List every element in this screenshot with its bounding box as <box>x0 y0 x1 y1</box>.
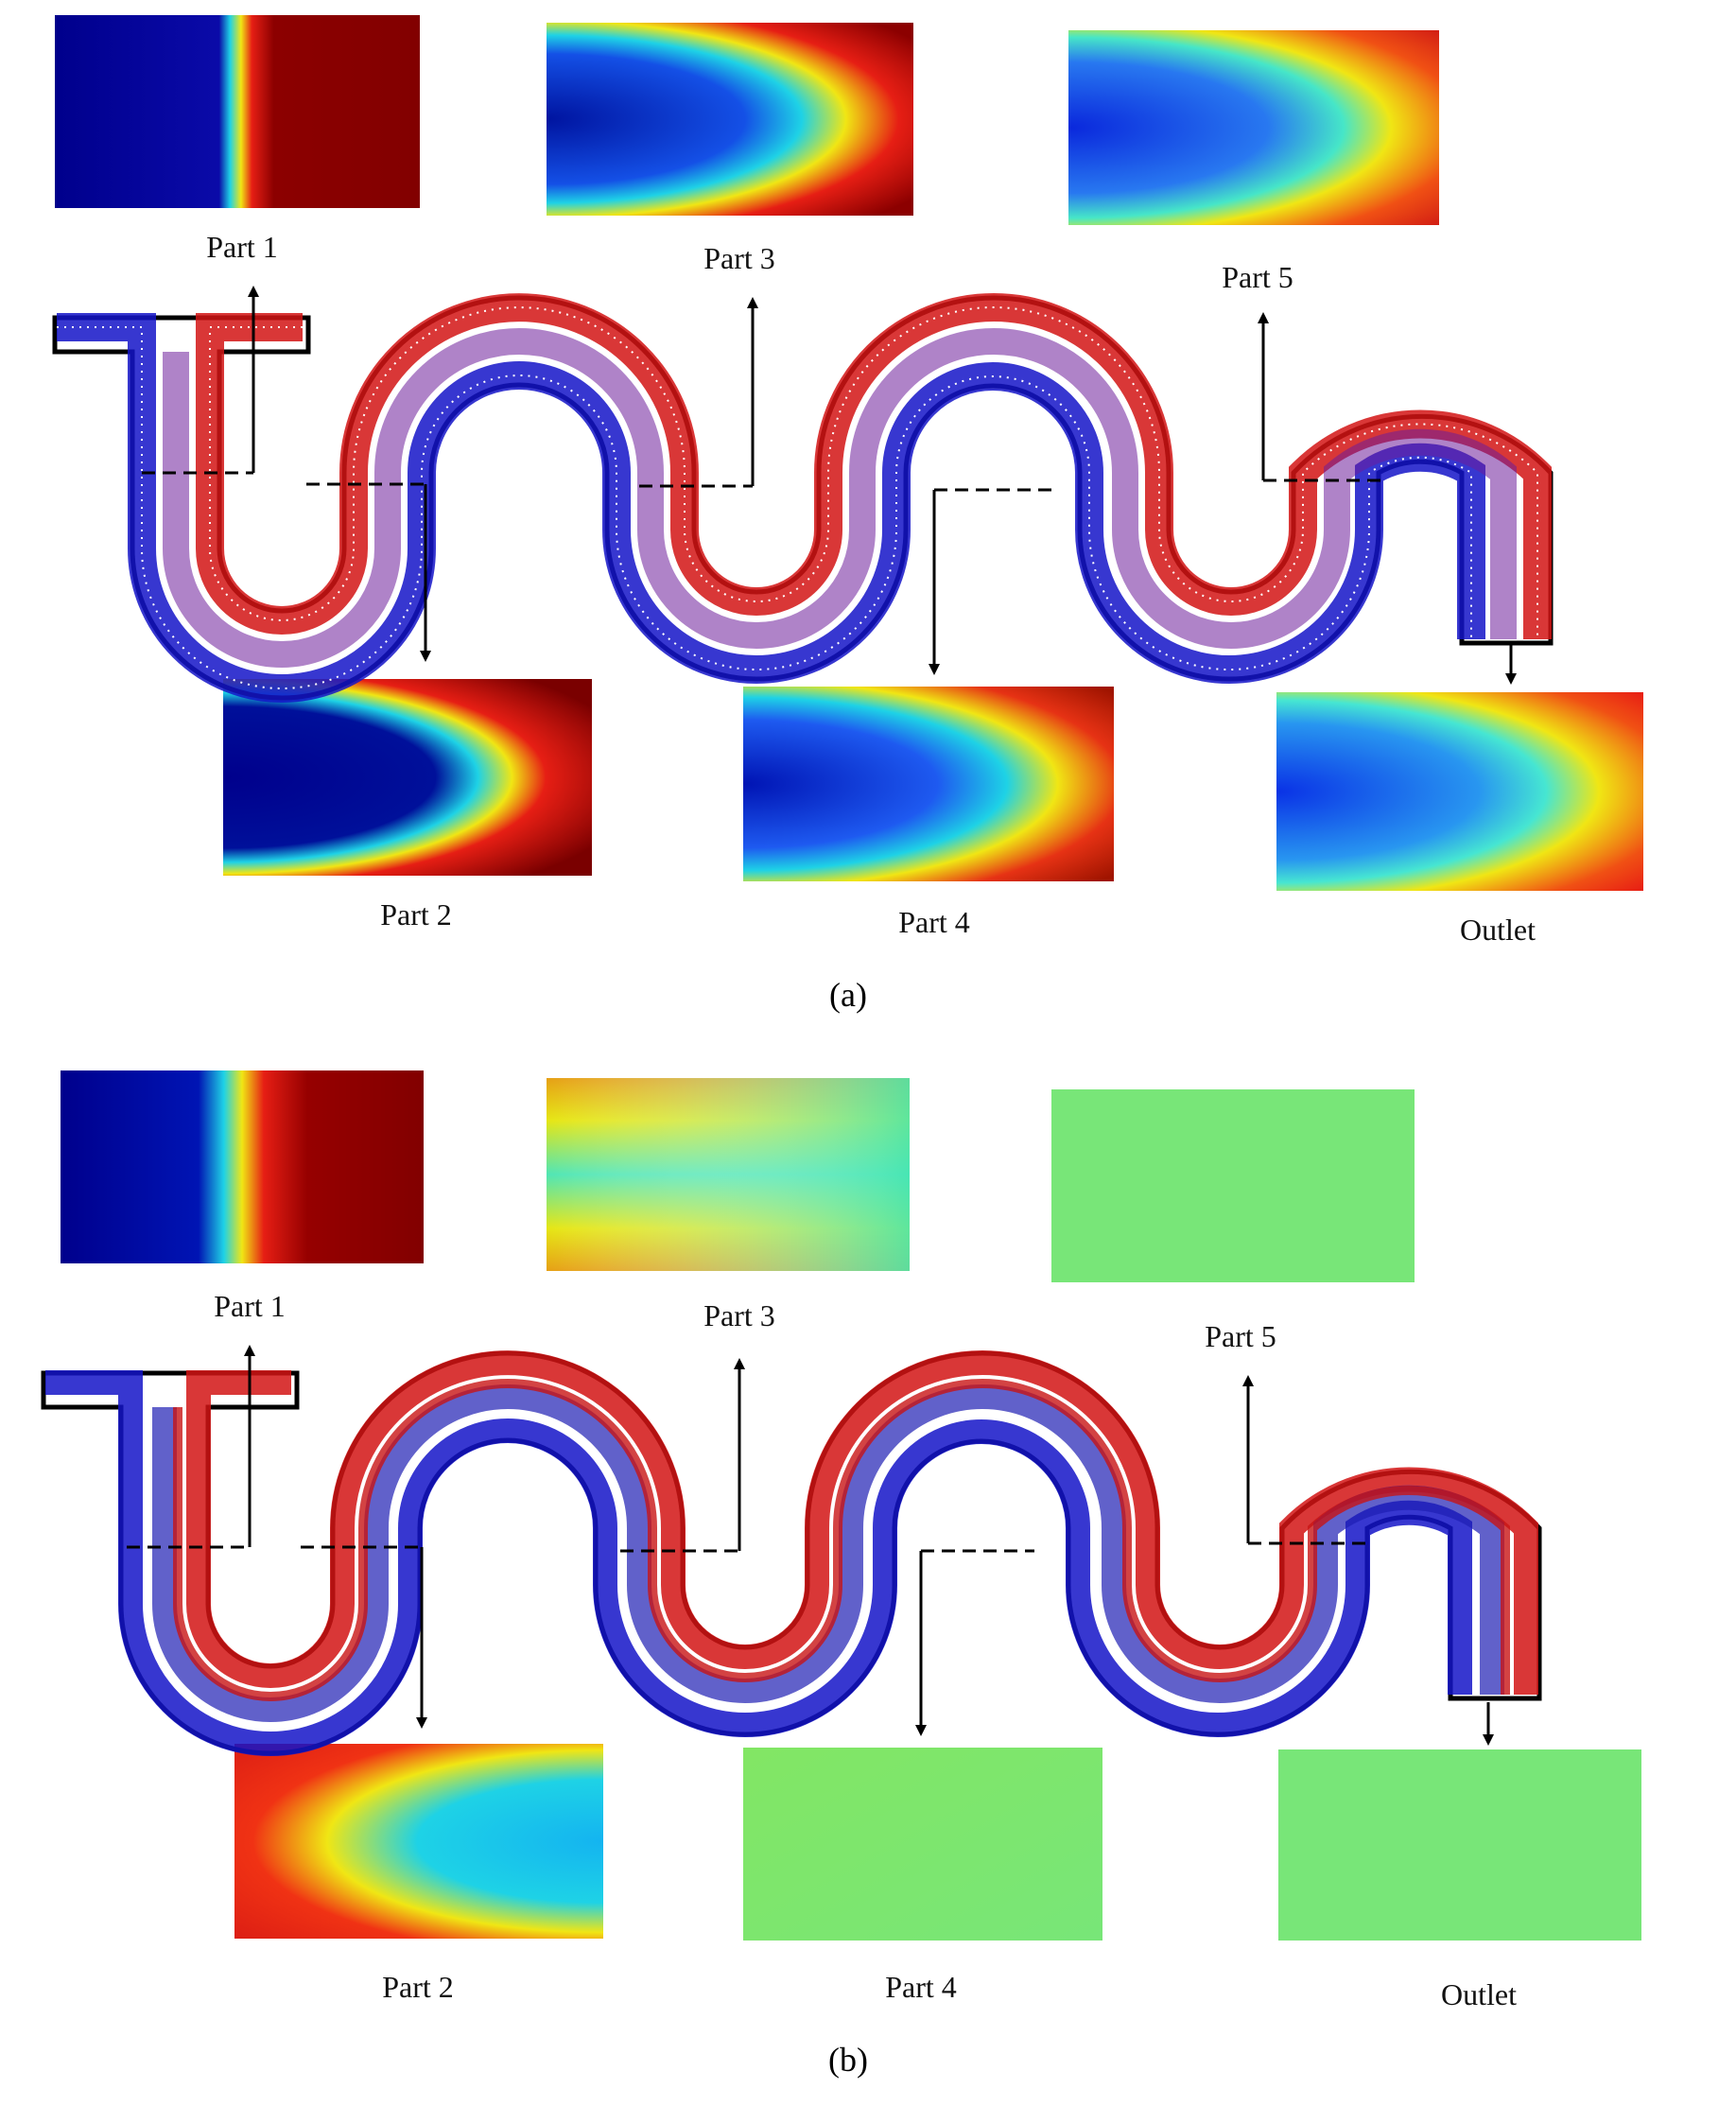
label-a-part1: Part 1 <box>206 230 278 264</box>
label-b-part3: Part 3 <box>703 1298 775 1332</box>
map-b-outlet <box>1278 1749 1641 1941</box>
panel-b: Part 1 Part 3 Part 5 Part 2 Part 4 Outle… <box>43 1070 1641 2079</box>
label-b-part5: Part 5 <box>1205 1319 1276 1353</box>
label-a-part5: Part 5 <box>1222 260 1293 294</box>
map-b-part4 <box>743 1748 1102 1941</box>
map-a-outlet <box>1276 692 1643 891</box>
panel-a: Part 1 Part 3 Part 5 Part 2 Part 4 Outle… <box>55 15 1643 1014</box>
label-a-part2: Part 2 <box>380 897 452 931</box>
map-b-part5 <box>1051 1089 1415 1282</box>
label-a-part3: Part 3 <box>703 241 775 275</box>
label-a-outlet: Outlet <box>1460 913 1536 947</box>
map-a-part5 <box>1068 30 1439 225</box>
caption-b: (b) <box>828 2041 868 2079</box>
label-b-outlet: Outlet <box>1441 1977 1517 2011</box>
label-b-part2: Part 2 <box>382 1970 454 2004</box>
label-a-part4: Part 4 <box>898 905 970 939</box>
channel-a <box>55 298 1551 698</box>
map-a-part1 <box>55 15 420 208</box>
channel-b <box>43 1353 1539 1753</box>
label-b-part4: Part 4 <box>885 1970 957 2004</box>
map-a-part2 <box>223 679 592 876</box>
map-a-part3 <box>547 23 913 216</box>
map-b-part3 <box>547 1078 910 1271</box>
label-b-part1: Part 1 <box>214 1289 286 1323</box>
map-a-part4 <box>743 687 1114 881</box>
map-b-part2 <box>234 1744 603 1939</box>
caption-a: (a) <box>829 976 867 1014</box>
map-b-part1 <box>61 1070 424 1263</box>
